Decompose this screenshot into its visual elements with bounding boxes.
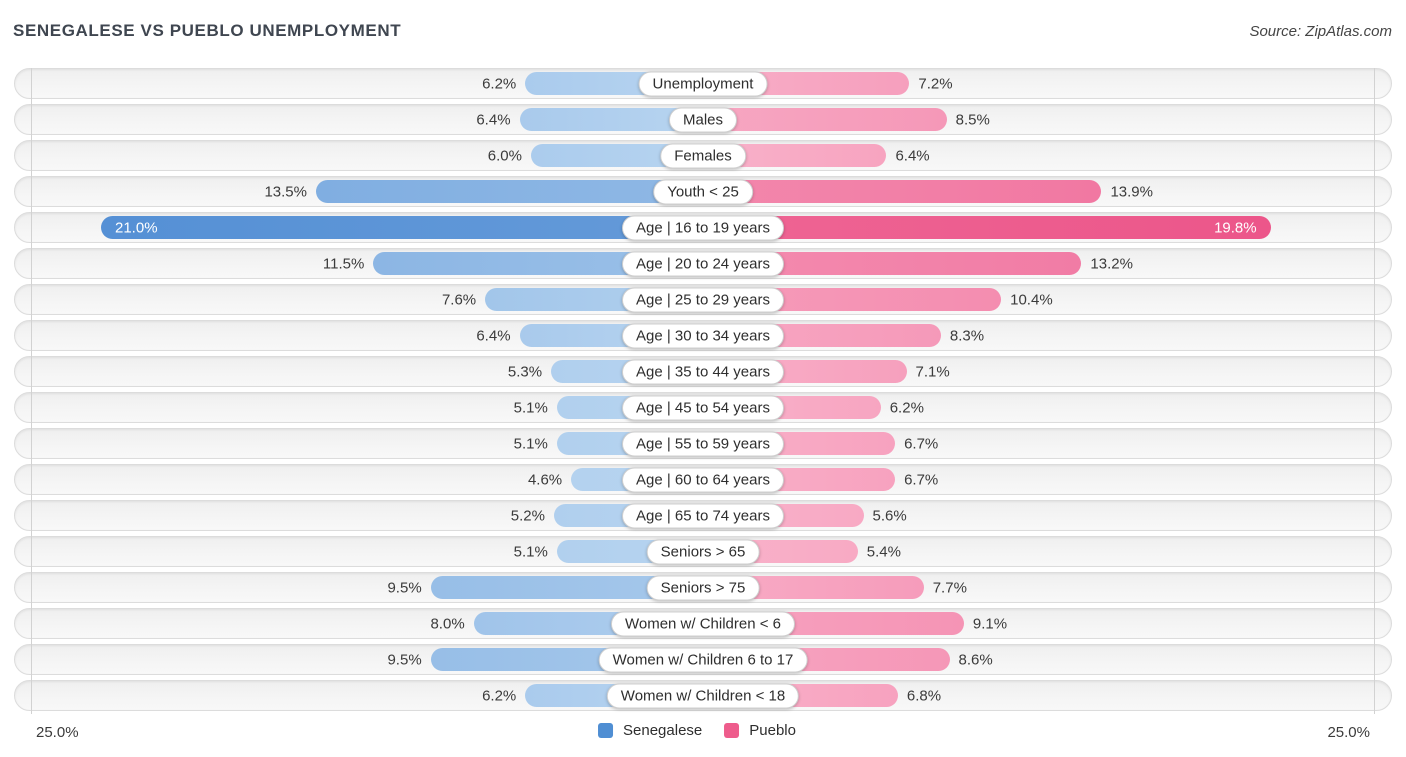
senegalese-bar	[373, 252, 703, 275]
pueblo-value-label: 10.4%	[1010, 291, 1053, 308]
chart-row: 9.5% 8.6% Women w/ Children 6 to 17	[14, 644, 1392, 675]
senegalese-bar	[531, 144, 703, 167]
legend-swatch-senegalese	[598, 723, 614, 738]
senegalese-value-label: 21.0%	[115, 219, 158, 236]
source-credit: Source: ZipAtlas.com	[1249, 23, 1392, 40]
chart-row: 6.0% 6.4% Females	[14, 140, 1392, 171]
chart-title: SENEGALESE VS PUEBLO UNEMPLOYMENT	[13, 21, 402, 40]
chart-row: 5.1% 6.7% Age | 55 to 59 years	[14, 428, 1392, 459]
category-label: Age | 30 to 34 years	[622, 323, 784, 348]
chart-row: 7.6% 10.4% Age | 25 to 29 years	[14, 284, 1392, 315]
senegalese-value-label: 5.1%	[513, 399, 548, 416]
gridline-left	[31, 68, 32, 714]
chart-row: 11.5% 13.2% Age | 20 to 24 years	[14, 248, 1392, 279]
senegalese-value-label: 8.0%	[430, 615, 465, 632]
pueblo-value-label: 8.5%	[955, 111, 990, 128]
legend: Senegalese Pueblo	[598, 722, 808, 739]
senegalese-value-label: 4.6%	[527, 471, 563, 488]
category-label: Males	[668, 107, 738, 132]
header: SENEGALESE VS PUEBLO UNEMPLOYMENT Source…	[0, 0, 1406, 62]
category-label: Age | 45 to 54 years	[622, 395, 784, 420]
legend-label-pueblo: Pueblo	[749, 722, 796, 739]
axis-max-left: 25.0%	[36, 724, 79, 741]
chart-row: 6.2% 7.2% Unemployment	[14, 68, 1392, 99]
chart-row: 6.4% 8.5% Males	[14, 104, 1392, 135]
category-label: Females	[660, 143, 746, 168]
senegalese-value-label: 6.4%	[476, 111, 511, 128]
pueblo-bar	[703, 108, 947, 131]
chart-row: 8.0% 9.1% Women w/ Children < 6	[14, 608, 1392, 639]
category-label: Age | 35 to 44 years	[622, 359, 784, 384]
senegalese-value-label: 11.5%	[322, 255, 365, 272]
category-label: Age | 55 to 59 years	[622, 431, 784, 456]
chart-row: 5.1% 5.4% Seniors > 65	[14, 536, 1392, 567]
senegalese-bar	[316, 180, 703, 203]
senegalese-bar	[430, 576, 703, 599]
category-label: Age | 25 to 29 years	[622, 287, 784, 312]
senegalese-value-label: 6.4%	[476, 327, 511, 344]
pueblo-value-label: 9.1%	[972, 615, 1008, 632]
category-label: Seniors > 65	[646, 539, 760, 564]
senegalese-value-label: 13.5%	[264, 183, 307, 200]
pueblo-value-label: 7.1%	[915, 363, 950, 380]
rows-container: 6.2% 7.2% Unemployment 6.4% 8.5% Males 6.0% 6.4…	[14, 68, 1392, 711]
legend-swatch-pueblo	[724, 723, 740, 738]
category-label: Youth < 25	[653, 179, 753, 204]
pueblo-value-label: 19.8%	[1214, 219, 1257, 236]
pueblo-bar	[703, 144, 887, 167]
axis-max-right: 25.0%	[1327, 724, 1370, 741]
senegalese-value-label: 7.6%	[441, 291, 477, 308]
pueblo-value-label: 8.6%	[958, 651, 993, 668]
category-label: Age | 65 to 74 years	[622, 503, 784, 528]
pueblo-value-label: 6.7%	[904, 435, 939, 452]
senegalese-value-label: 9.5%	[387, 651, 422, 668]
chart-area: 6.2% 7.2% Unemployment 6.4% 8.5% Males 6.0% 6.4…	[14, 68, 1392, 718]
senegalese-bar	[101, 216, 703, 239]
chart-row: 5.2% 5.6% Age | 65 to 74 years	[14, 500, 1392, 531]
pueblo-value-label: 6.4%	[895, 147, 930, 164]
legend-label-senegalese: Senegalese	[623, 722, 703, 739]
senegalese-value-label: 9.5%	[387, 579, 422, 596]
pueblo-value-label: 5.6%	[872, 507, 907, 524]
category-label: Seniors > 75	[646, 575, 760, 600]
category-label: Age | 60 to 64 years	[622, 467, 784, 492]
chart-row: 5.1% 6.2% Age | 45 to 54 years	[14, 392, 1392, 423]
chart-row: 13.5% 13.9% Youth < 25	[14, 176, 1392, 207]
chart-row: 5.3% 7.1% Age | 35 to 44 years	[14, 356, 1392, 387]
senegalese-value-label: 5.1%	[513, 543, 548, 560]
category-label: Age | 20 to 24 years	[622, 251, 784, 276]
chart-row: 4.6% 6.7% Age | 60 to 64 years	[14, 464, 1392, 495]
senegalese-value-label: 6.2%	[482, 75, 517, 92]
senegalese-value-label: 6.0%	[487, 147, 522, 164]
category-label: Women w/ Children 6 to 17	[598, 647, 808, 672]
senegalese-bar	[519, 108, 703, 131]
pueblo-value-label: 13.9%	[1110, 183, 1153, 200]
pueblo-value-label: 6.7%	[904, 471, 939, 488]
category-label: Unemployment	[638, 71, 768, 96]
category-label: Women w/ Children < 6	[610, 611, 796, 636]
chart-row: 21.0% 19.8% Age | 16 to 19 years	[14, 212, 1392, 243]
pueblo-bar	[703, 252, 1082, 275]
chart-row: 6.2% 6.8% Women w/ Children < 18	[14, 680, 1392, 711]
pueblo-value-label: 13.2%	[1090, 255, 1133, 272]
chart-row: 9.5% 7.7% Seniors > 75	[14, 572, 1392, 603]
senegalese-value-label: 6.2%	[482, 687, 517, 704]
pueblo-bar	[703, 180, 1102, 203]
category-label: Age | 16 to 19 years	[622, 215, 784, 240]
pueblo-value-label: 6.8%	[906, 687, 942, 704]
senegalese-value-label: 5.3%	[507, 363, 543, 380]
senegalese-value-label: 5.2%	[510, 507, 545, 524]
pueblo-value-label: 8.3%	[949, 327, 985, 344]
pueblo-value-label: 7.7%	[932, 579, 967, 596]
pueblo-value-label: 7.2%	[918, 75, 953, 92]
pueblo-value-label: 5.4%	[866, 543, 901, 560]
chart-row: 6.4% 8.3% Age | 30 to 34 years	[14, 320, 1392, 351]
category-label: Women w/ Children < 18	[606, 683, 800, 708]
senegalese-value-label: 5.1%	[513, 435, 548, 452]
pueblo-value-label: 6.2%	[889, 399, 924, 416]
gridline-right	[1374, 68, 1375, 714]
chart-footer: 25.0% Senegalese Pueblo 25.0%	[14, 720, 1392, 750]
pueblo-bar	[703, 216, 1271, 239]
